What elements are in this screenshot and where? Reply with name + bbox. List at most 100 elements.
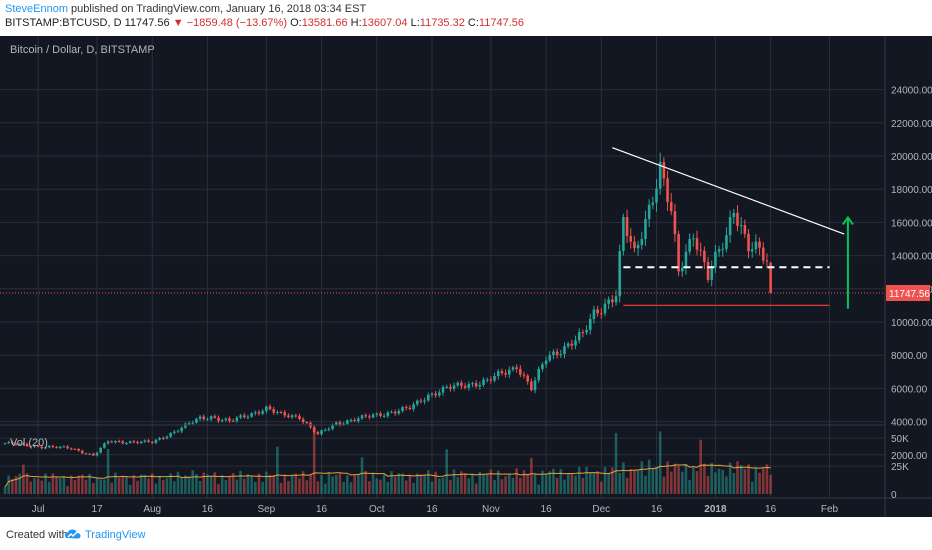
volume-bar xyxy=(114,472,117,494)
candle-body xyxy=(327,428,331,430)
candle-body xyxy=(669,202,673,212)
volume-bar xyxy=(353,474,356,494)
candle-body xyxy=(161,438,165,440)
author-link[interactable]: SteveEnnom xyxy=(5,3,68,15)
volume-bar xyxy=(51,473,55,494)
price-tick-label: 2000.00 xyxy=(891,451,928,462)
candle-body xyxy=(51,445,55,447)
volume-bar xyxy=(265,471,268,494)
volume-bar xyxy=(739,465,743,494)
candle-body xyxy=(382,415,386,417)
volume-bar xyxy=(169,473,172,494)
volume-bar xyxy=(728,462,732,494)
trend-line[interactable] xyxy=(612,147,845,235)
volume-bar xyxy=(408,474,412,494)
drawing-annotations[interactable] xyxy=(0,147,885,309)
candle-body xyxy=(331,424,334,429)
candle-body xyxy=(125,443,128,445)
volume-bar xyxy=(618,472,621,494)
candle-body xyxy=(533,380,537,391)
volume-bar xyxy=(548,471,552,494)
price-tick-label: 16000.00 xyxy=(891,218,932,229)
volume-bar xyxy=(279,482,283,494)
candle-body xyxy=(283,412,287,416)
volume-bar xyxy=(485,473,489,494)
candle-body xyxy=(84,453,88,455)
candle-body xyxy=(485,379,489,381)
candle-body xyxy=(202,416,206,420)
volume-bar xyxy=(765,464,769,494)
volume-bar xyxy=(154,483,158,494)
volume-bar xyxy=(309,474,312,494)
volume-bar xyxy=(544,474,548,494)
volume-bar xyxy=(25,473,29,494)
candle-body xyxy=(688,239,691,252)
volume-bar xyxy=(209,476,213,494)
candle-body xyxy=(88,453,91,455)
candle-body xyxy=(110,441,114,443)
volume-bar xyxy=(95,477,99,494)
candle-body xyxy=(750,249,754,252)
candle-body xyxy=(588,319,592,330)
candle-body xyxy=(452,385,456,389)
high-value: 13607.04 xyxy=(361,17,408,29)
volume-bar xyxy=(559,469,563,494)
time-tick-label: 16 xyxy=(426,504,438,515)
time-axis[interactable]: Jul 17 Aug 16 Sep 16 Oct 16 Nov 16 Dec 16 2018 16 Feb xyxy=(32,504,839,515)
volume-bar xyxy=(515,468,518,494)
chart-svg[interactable]: 2000.004000.006000.008000.0010000.001200… xyxy=(0,36,932,517)
volume-bar xyxy=(165,478,169,494)
volume-bar xyxy=(261,481,264,494)
candle-body xyxy=(441,387,445,393)
time-tick-label: Feb xyxy=(821,504,839,515)
volume-bar xyxy=(88,473,91,494)
tradingview-brand[interactable]: TradingView xyxy=(85,529,146,541)
volume-bar xyxy=(644,475,647,494)
volume-bar xyxy=(412,482,415,494)
candle-body xyxy=(467,384,471,388)
time-tick-label: Oct xyxy=(369,504,385,515)
candle-body xyxy=(611,299,614,303)
volume-bar xyxy=(489,469,493,494)
candle-body xyxy=(507,369,511,375)
grid-lines xyxy=(0,36,885,498)
volume-bar xyxy=(555,477,559,494)
volume-bar xyxy=(633,470,636,494)
time-tick-label: 16 xyxy=(316,504,328,515)
volume-bar xyxy=(507,473,511,494)
candle-body xyxy=(239,415,242,418)
time-tick-label: Nov xyxy=(482,504,500,515)
created-with-text: Created with xyxy=(6,529,68,541)
candle-body xyxy=(552,351,555,356)
candle-body xyxy=(338,422,342,425)
volume-bar xyxy=(290,475,294,494)
volume-bar xyxy=(349,482,353,494)
candle-body xyxy=(647,204,651,220)
tradingview-logo-icon[interactable] xyxy=(64,527,82,543)
volume-bar xyxy=(662,476,666,494)
candle-body xyxy=(574,340,577,346)
open-value: 13581.66 xyxy=(301,17,348,29)
volume-bar xyxy=(427,470,430,494)
candle-body xyxy=(680,267,684,272)
open-label: O: xyxy=(290,17,302,29)
volume-bar xyxy=(217,484,220,494)
up-arrow-icon[interactable] xyxy=(842,215,854,226)
candle-body xyxy=(103,443,106,448)
candle-body xyxy=(176,431,180,433)
volume-bar xyxy=(33,477,36,494)
candle-body xyxy=(504,373,507,375)
candle-body xyxy=(622,217,625,252)
volume-bar xyxy=(441,477,445,494)
candle-body xyxy=(625,217,629,236)
volume-bar xyxy=(272,475,275,494)
volume-bar xyxy=(636,470,640,494)
candle-body xyxy=(618,251,621,297)
candle-body xyxy=(320,430,323,435)
candle-body xyxy=(301,419,305,423)
volume-bar xyxy=(430,481,434,494)
chart-area[interactable]: 2000.004000.006000.008000.0010000.001200… xyxy=(0,36,932,517)
candle-body xyxy=(754,241,758,250)
candle-body xyxy=(393,411,397,414)
candle-body xyxy=(106,441,110,444)
